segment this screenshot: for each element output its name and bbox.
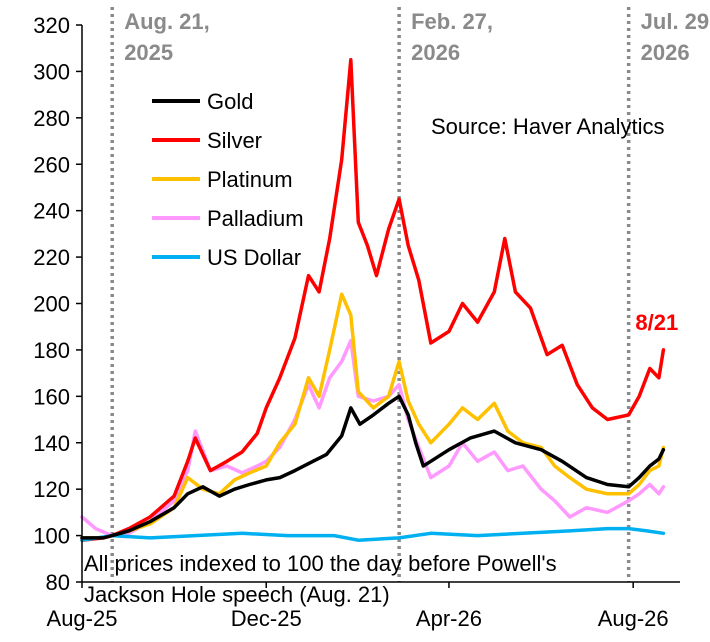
y-tick-label-240: 240 xyxy=(33,199,70,224)
x-tick-label-3: Aug-26 xyxy=(598,606,669,631)
x-tick-label-0: Aug-25 xyxy=(47,606,118,631)
legend-label-2: Platinum xyxy=(207,167,293,192)
vline-label-1-1: 2026 xyxy=(411,40,460,65)
vline-label-1-0: Feb. 27, xyxy=(411,9,493,34)
y-tick-label-120: 120 xyxy=(33,477,70,502)
y-tick-label-80: 80 xyxy=(46,570,70,595)
y-tick-label-200: 200 xyxy=(33,292,70,317)
y-tick-label-280: 280 xyxy=(33,106,70,131)
x-tick-label-1: Dec-25 xyxy=(231,606,302,631)
note-line-1: All prices indexed to 100 the day before… xyxy=(84,551,557,576)
y-tick-label-160: 160 xyxy=(33,384,70,409)
note-line-2: Jackson Hole speech (Aug. 21) xyxy=(84,582,390,607)
y-tick-label-320: 320 xyxy=(33,13,70,38)
series-lines xyxy=(80,58,666,542)
legend-label-0: Gold xyxy=(207,89,253,114)
legend-label-1: Silver xyxy=(207,128,262,153)
y-tick-label-180: 180 xyxy=(33,338,70,363)
legend: Gold Silver Platinum Palladium US Dollar xyxy=(152,89,304,270)
y-tick-label-140: 140 xyxy=(33,431,70,456)
y-tick-label-100: 100 xyxy=(33,524,70,549)
y-tick-label-260: 260 xyxy=(33,152,70,177)
series-line-gold xyxy=(80,394,666,540)
legend-label-4: US Dollar xyxy=(207,245,301,270)
y-tick-label-220: 220 xyxy=(33,245,70,270)
x-tick-label-2: Apr-26 xyxy=(416,606,482,631)
vline-label-2-1: 2026 xyxy=(641,40,690,65)
source-label: Source: Haver Analytics xyxy=(431,114,665,139)
y-tick-labels: 80 100 120 140 160 180 200 220 240 260 280 300 320 xyxy=(33,13,82,595)
vline-label-0-1: 2025 xyxy=(124,40,173,65)
end-date-label: 8/21 xyxy=(635,310,678,335)
vline-label-0-0: Aug. 21, xyxy=(124,9,210,34)
series-line-silver xyxy=(80,58,666,542)
series-line-palladium xyxy=(80,338,666,538)
x-tick-labels: Aug-25 Dec-25 Apr-26 Aug-26 xyxy=(47,582,669,631)
vline-label-2-0: Jul. 29, xyxy=(641,9,710,34)
series-line-us-dollar xyxy=(80,526,666,542)
y-tick-label-300: 300 xyxy=(33,59,70,84)
legend-label-3: Palladium xyxy=(207,206,304,231)
vertical-event-lines: Aug. 21, 2025 Feb. 27, 2026 Jul. 29, 2026 xyxy=(110,7,710,582)
